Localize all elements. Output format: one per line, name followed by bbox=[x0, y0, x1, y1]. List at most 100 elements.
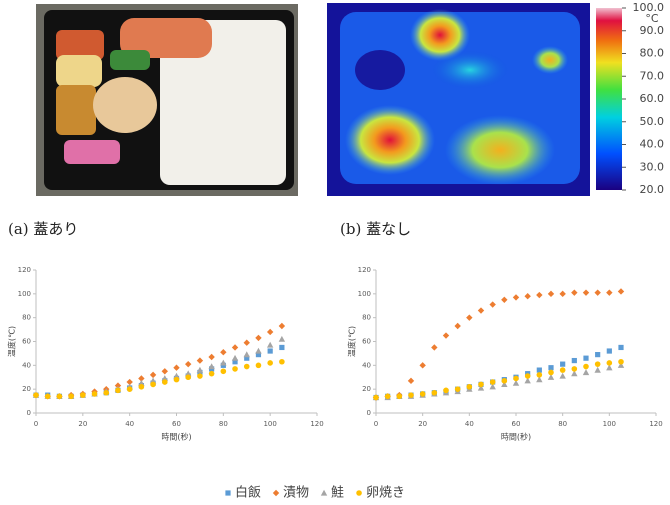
point bbox=[208, 353, 215, 361]
point bbox=[466, 383, 473, 390]
point bbox=[44, 393, 51, 400]
point bbox=[512, 379, 520, 386]
legend-marker bbox=[225, 490, 231, 496]
point bbox=[466, 314, 473, 321]
point bbox=[138, 379, 145, 386]
colorbar-label: 60.0 bbox=[640, 92, 665, 105]
y-tick-label: 120 bbox=[18, 266, 31, 274]
y-tick-label: 80 bbox=[362, 314, 371, 322]
point bbox=[278, 322, 286, 330]
point bbox=[617, 362, 625, 368]
point bbox=[582, 369, 590, 376]
point bbox=[595, 352, 601, 358]
point bbox=[536, 376, 543, 383]
point bbox=[208, 370, 215, 377]
point bbox=[454, 386, 461, 392]
point bbox=[489, 379, 496, 385]
point bbox=[571, 289, 578, 296]
point bbox=[606, 360, 613, 366]
photo bbox=[36, 4, 298, 196]
y-tick-label: 0 bbox=[367, 409, 371, 417]
point bbox=[208, 363, 215, 370]
x-tick-label: 80 bbox=[558, 420, 567, 428]
point bbox=[149, 377, 157, 384]
point bbox=[606, 289, 613, 296]
point bbox=[419, 362, 426, 369]
point bbox=[524, 377, 531, 384]
point bbox=[559, 290, 566, 298]
chart: 0 20 40 60 80 100 120 0 20 40 60 80 100 120 時間(秒) 温度(℃) bbox=[347, 266, 663, 442]
x-tick-label: 20 bbox=[78, 420, 87, 428]
point bbox=[442, 332, 450, 339]
point bbox=[255, 347, 262, 354]
charts: 0 20 40 60 80 100 120 0 20 40 60 80 100 120 時間(秒) 温度(℃)… bbox=[7, 266, 663, 442]
point bbox=[278, 335, 286, 342]
x-axis-label: 時間(秒) bbox=[501, 432, 531, 442]
food bbox=[56, 85, 96, 135]
point bbox=[185, 360, 192, 368]
point bbox=[126, 386, 133, 392]
legend-marker bbox=[320, 489, 328, 496]
x-tick-label: 40 bbox=[125, 420, 134, 428]
y-tick-label: 40 bbox=[22, 361, 31, 369]
colorbar-label: 50.0 bbox=[640, 115, 665, 128]
point bbox=[443, 387, 449, 394]
hot-spot bbox=[410, 9, 470, 61]
point bbox=[431, 389, 438, 396]
point bbox=[384, 393, 391, 400]
point bbox=[91, 391, 98, 397]
point bbox=[56, 393, 63, 400]
greens bbox=[110, 50, 150, 70]
point bbox=[267, 348, 273, 354]
egg bbox=[56, 55, 102, 87]
point bbox=[489, 301, 496, 308]
x-tick-label: 20 bbox=[418, 420, 427, 428]
y-axis-label: 温度(℃) bbox=[347, 326, 357, 357]
cold-spot bbox=[355, 50, 405, 90]
point bbox=[594, 361, 601, 367]
x-tick-label: 0 bbox=[34, 420, 38, 428]
point bbox=[606, 364, 613, 371]
point bbox=[489, 383, 496, 390]
point bbox=[618, 358, 624, 365]
point bbox=[407, 377, 415, 385]
point bbox=[559, 367, 566, 373]
point bbox=[232, 359, 238, 365]
y-tick-label: 80 bbox=[22, 314, 31, 322]
point bbox=[583, 355, 589, 361]
rice bbox=[160, 20, 286, 185]
point bbox=[571, 366, 578, 372]
point bbox=[138, 375, 145, 382]
point bbox=[267, 360, 273, 366]
point bbox=[185, 370, 192, 377]
point bbox=[231, 344, 239, 351]
point bbox=[80, 392, 86, 398]
legend-marker bbox=[356, 490, 362, 496]
point bbox=[244, 355, 250, 361]
colorbar-label: 90.0 bbox=[640, 24, 665, 37]
thermal-image bbox=[327, 3, 590, 196]
point bbox=[231, 354, 239, 361]
y-tick-label: 40 bbox=[362, 361, 371, 369]
point bbox=[513, 375, 519, 382]
colorbar-ticks: 100.0 90.0 80.0 70.0 60.0 50.0 40.0 30.0 20.0 °C bbox=[622, 1, 664, 196]
y-tick-label: 20 bbox=[22, 385, 31, 393]
point bbox=[536, 367, 542, 373]
y-tick-label: 60 bbox=[22, 338, 31, 346]
point bbox=[594, 289, 601, 296]
point bbox=[255, 352, 262, 358]
point bbox=[138, 383, 145, 390]
food bbox=[56, 30, 104, 60]
point bbox=[431, 344, 438, 351]
point bbox=[266, 341, 274, 348]
x-tick-label: 60 bbox=[512, 420, 521, 428]
point bbox=[477, 307, 485, 314]
point bbox=[243, 351, 250, 358]
point bbox=[126, 378, 133, 386]
point bbox=[559, 372, 566, 379]
point bbox=[419, 391, 426, 397]
y-tick-label: 100 bbox=[18, 290, 31, 298]
point bbox=[560, 361, 566, 367]
point bbox=[196, 357, 204, 364]
